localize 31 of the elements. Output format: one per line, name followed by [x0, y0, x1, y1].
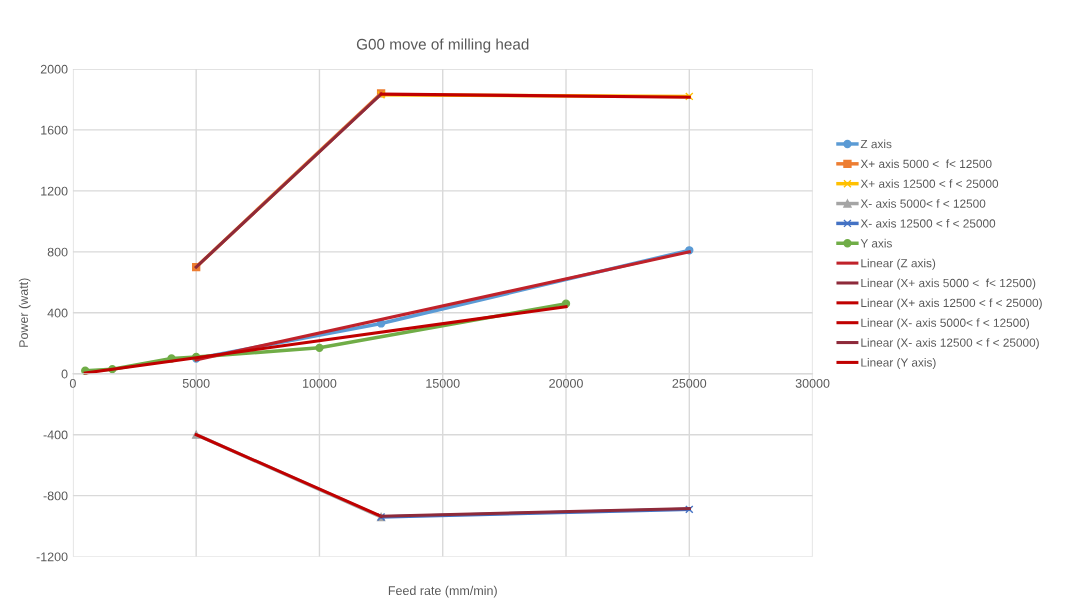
legend-label: X+ axis 12500 < f < 25000 — [860, 179, 999, 188]
x-tick-label: 30000 — [795, 378, 830, 388]
x-tick-label: 25000 — [672, 378, 707, 388]
x-tick-label: 10000 — [303, 378, 337, 388]
legend-label: Linear (X+ axis 12500 < f < 25000) — [861, 298, 1042, 310]
y-tick-label: 1200 — [41, 186, 68, 196]
legend-label: Y axis — [860, 238, 892, 248]
y-tick-label: 1600 — [41, 125, 68, 135]
y-tick-label: 0 — [61, 369, 68, 379]
y-tick-label: -800 — [43, 491, 68, 501]
y-axis-title: Power (watt) — [18, 278, 31, 347]
legend-label: Linear (Y axis) — [861, 357, 936, 369]
legend-label: X- axis 5000< f < 12500 — [860, 199, 986, 208]
y-tick-label: 800 — [47, 247, 68, 257]
y-tick-label: -1200 — [36, 552, 68, 562]
legend-label: Linear (X- axis 5000< f < 12500) — [861, 318, 1030, 330]
legend-label: X+ axis 5000 < f< 12500 — [860, 159, 992, 169]
legend-label: Linear (X+ axis 5000 < f< 12500) — [861, 278, 1036, 290]
x-axis-title: Feed rate (mm/min) — [388, 585, 497, 598]
legend-label: X- axis 12500 < f < 25000 — [860, 218, 996, 228]
y-tick-label: 400 — [47, 308, 68, 318]
x-tick-label: 15000 — [426, 378, 460, 388]
y-tick-label: 2000 — [40, 64, 68, 74]
x-tick-label: 5000 — [182, 378, 210, 388]
legend-label: Z axis — [860, 139, 892, 149]
legend-label: Linear (X- axis 12500 < f < 25000) — [861, 338, 1039, 350]
y-tick-label: -400 — [43, 430, 68, 440]
x-tick-label: 20000 — [549, 378, 583, 388]
legend-label: Linear (Z axis) — [861, 258, 936, 270]
chart-title: G00 move of milling head — [356, 38, 529, 53]
x-tick-label: 0 — [69, 378, 76, 388]
